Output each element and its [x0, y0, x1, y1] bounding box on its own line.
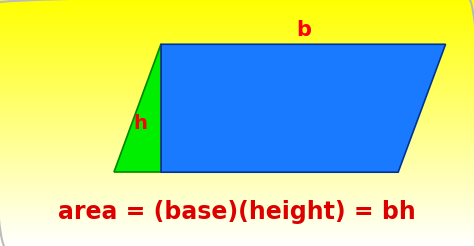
Polygon shape: [114, 44, 161, 172]
Text: area = (base)(height) = bh: area = (base)(height) = bh: [58, 200, 416, 224]
Text: h: h: [133, 114, 147, 133]
Polygon shape: [161, 44, 446, 172]
Text: b: b: [296, 19, 311, 40]
